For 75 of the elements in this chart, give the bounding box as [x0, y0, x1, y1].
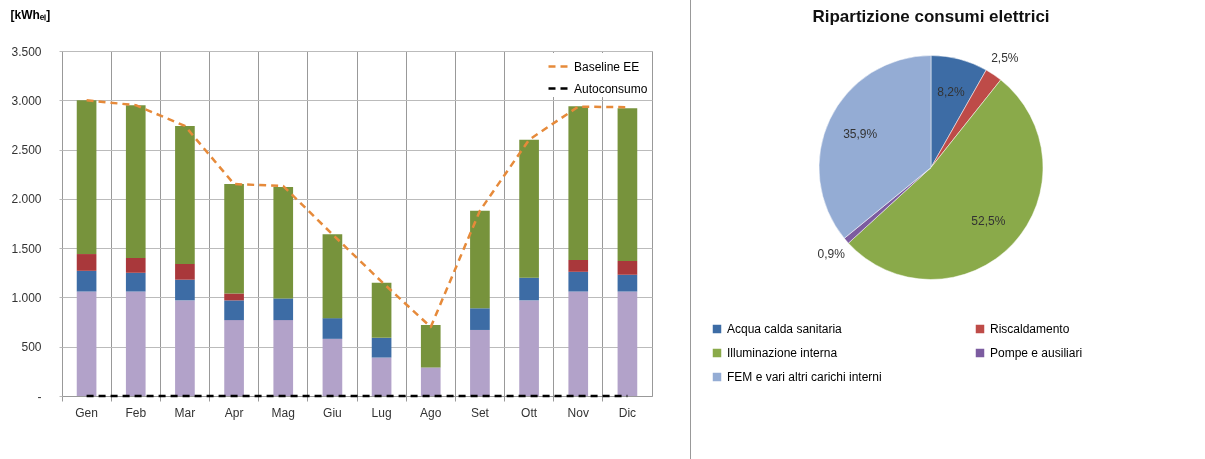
bar [224, 320, 244, 396]
bar [125, 258, 146, 273]
bar [76, 254, 97, 271]
bar [420, 367, 441, 396]
bar [519, 300, 539, 396]
bar [519, 277, 539, 301]
x-tick-label: Ago [420, 405, 442, 420]
bar [224, 184, 244, 294]
x-tick-label: Mar [174, 405, 196, 420]
y-tick-label: - [37, 389, 42, 404]
bar [125, 105, 146, 258]
bar [76, 100, 97, 255]
legend-label: Illuminazione interna [727, 346, 838, 360]
data-label: 0,9% [817, 246, 846, 261]
bar [322, 318, 343, 339]
bar [470, 308, 490, 330]
data-label: 52,5% [971, 213, 1006, 228]
x-tick-label: Set [470, 405, 490, 420]
y-tick-label: 1.500 [11, 241, 42, 256]
bar [420, 325, 441, 368]
data-label: 35,9% [843, 126, 878, 141]
legend-label: Acqua calda sanitaria [727, 322, 843, 336]
legend-label: Pompe e ausiliari [990, 346, 1083, 360]
bar [568, 259, 589, 272]
bar [617, 108, 638, 261]
bar [224, 293, 244, 301]
bar [371, 282, 392, 338]
bar [617, 291, 638, 396]
bar [273, 298, 294, 321]
x-tick-label: Mag [271, 405, 295, 420]
y-tick-label: 2.500 [11, 143, 42, 158]
legend-label: Riscaldamento [990, 322, 1070, 336]
bar [125, 291, 146, 396]
x-tick-label: Nov [567, 405, 589, 420]
bar [519, 139, 539, 278]
x-tick-label: Feb [125, 405, 147, 420]
y-tick-label: 3.000 [11, 93, 42, 108]
bar [175, 279, 195, 301]
bar [175, 300, 195, 396]
legend-label: FEM e vari altri carichi interni [727, 370, 882, 384]
bar [568, 291, 589, 396]
bar [273, 320, 294, 396]
bar [371, 357, 392, 396]
bar [273, 187, 294, 299]
data-label: 8,2% [937, 84, 965, 99]
bar [470, 210, 490, 309]
x-tick-label: Lug [371, 405, 392, 420]
bar [224, 300, 244, 321]
bar [470, 329, 490, 396]
x-tick-label: Apr [224, 405, 244, 420]
legend-label: Baseline EE [574, 59, 640, 74]
x-tick-label: Giu [323, 405, 342, 420]
bar [322, 234, 343, 319]
data-label: 2,5% [991, 51, 1019, 66]
bar [617, 260, 638, 275]
y-axis-title: [kWhₑₗ] [10, 7, 51, 22]
y-tick-label: 3.500 [11, 44, 42, 59]
bar [371, 337, 392, 358]
bar [568, 271, 589, 292]
bar [76, 270, 97, 292]
x-tick-label: Gen [75, 405, 98, 420]
y-tick-label: 1.000 [11, 290, 42, 305]
legend-label: Autoconsumo [574, 81, 648, 96]
chart-title: Ripartizione consumi elettrici [812, 7, 1050, 26]
bar [568, 106, 589, 260]
bar [76, 291, 97, 396]
bar [175, 125, 195, 264]
bar [175, 263, 195, 280]
bar [125, 272, 146, 292]
bar [617, 274, 638, 292]
bar [322, 338, 343, 396]
y-tick-label: 500 [21, 340, 42, 355]
y-tick-label: 2.000 [11, 192, 42, 207]
x-tick-label: Dic [618, 405, 637, 420]
x-tick-label: Ott [521, 405, 538, 420]
